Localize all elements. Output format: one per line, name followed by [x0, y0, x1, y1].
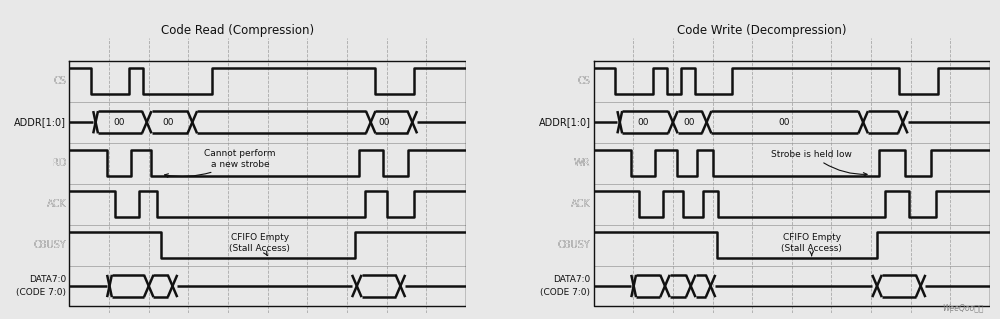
Text: WR: WR — [574, 158, 590, 168]
Text: WeeQoo维库: WeeQoo维库 — [943, 303, 984, 312]
Text: DATA7:0: DATA7:0 — [29, 275, 66, 284]
Text: ACK: ACK — [47, 199, 66, 209]
Text: RD: RD — [52, 158, 66, 168]
Text: Strobe is held low: Strobe is held low — [771, 150, 867, 176]
Text: WR: WR — [574, 158, 590, 168]
Text: (CODE 7:0): (CODE 7:0) — [540, 288, 590, 297]
Text: 00: 00 — [684, 118, 695, 127]
Text: ACK: ACK — [47, 199, 66, 209]
Text: ACK: ACK — [571, 199, 590, 209]
Text: CBUSY: CBUSY — [558, 240, 590, 250]
Text: CS: CS — [578, 76, 590, 86]
Title: Code Write (Decompression): Code Write (Decompression) — [677, 24, 847, 37]
Text: CBUSY: CBUSY — [34, 240, 66, 250]
Text: ADDR[1:0]: ADDR[1:0] — [538, 117, 590, 127]
Text: CFIFO Empty
(Stall Access): CFIFO Empty (Stall Access) — [229, 233, 290, 256]
Text: 00: 00 — [163, 118, 174, 127]
Text: RD: RD — [52, 158, 66, 168]
Text: ACK: ACK — [571, 199, 590, 209]
Text: 00: 00 — [637, 118, 649, 127]
Text: ADDR[1:0]: ADDR[1:0] — [14, 117, 66, 127]
Text: 00: 00 — [113, 118, 125, 127]
Title: Code Read (Compression): Code Read (Compression) — [161, 24, 314, 37]
Text: CBUSY: CBUSY — [558, 240, 590, 250]
Text: DATA7:0: DATA7:0 — [553, 275, 590, 284]
Text: (CODE 7:0): (CODE 7:0) — [16, 288, 66, 297]
Text: 00: 00 — [379, 118, 390, 127]
Text: CS: CS — [53, 76, 66, 86]
Text: CS: CS — [53, 76, 66, 86]
Text: Cannot perform
a new strobe: Cannot perform a new strobe — [165, 149, 276, 177]
Text: CFIFO Empty
(Stall Access): CFIFO Empty (Stall Access) — [781, 233, 842, 256]
Text: 00: 00 — [778, 118, 790, 127]
Text: CS: CS — [578, 76, 590, 86]
Text: CBUSY: CBUSY — [34, 240, 66, 250]
